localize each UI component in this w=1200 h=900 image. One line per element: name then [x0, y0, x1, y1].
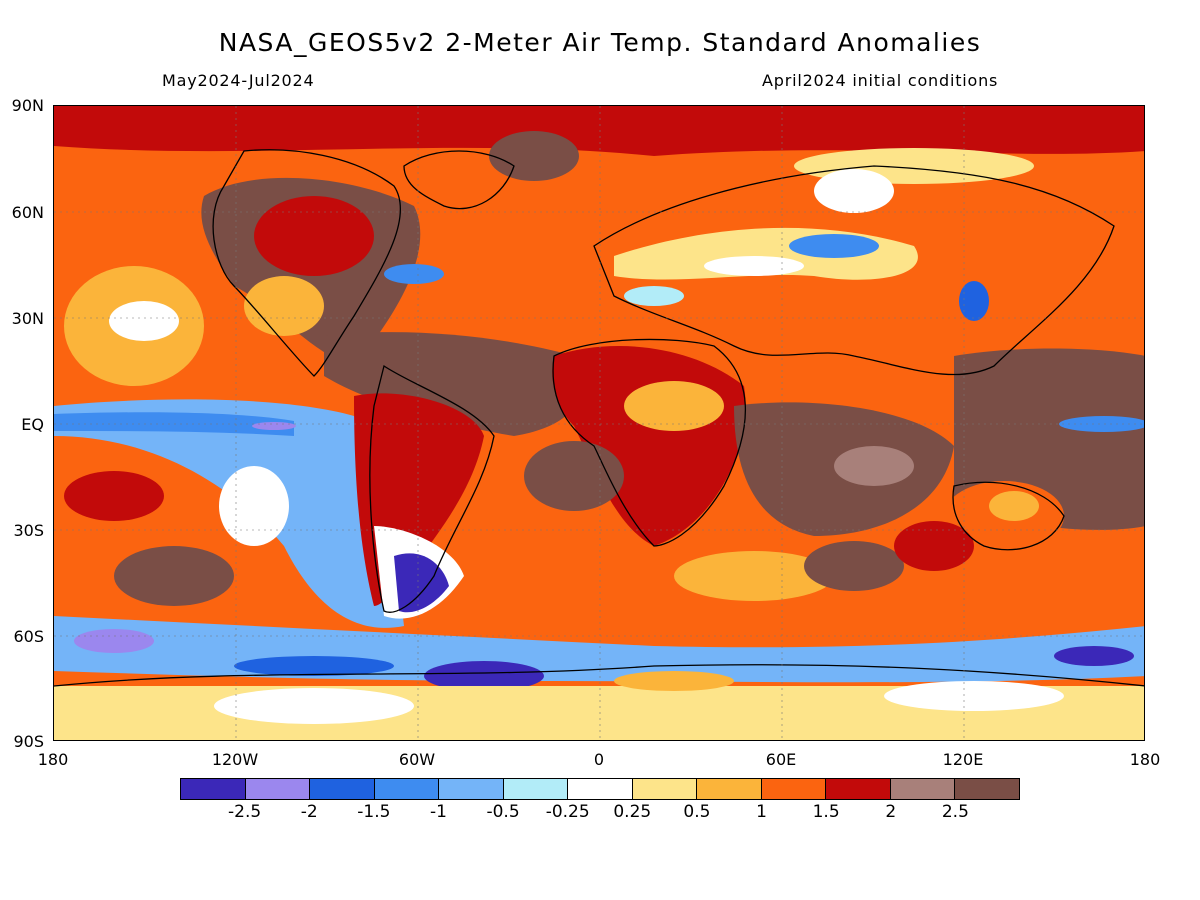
lon-label-180e: 180	[1129, 750, 1161, 769]
legend-swatch-11	[890, 779, 956, 799]
map-frame	[53, 105, 1145, 741]
legend-swatch-12	[955, 779, 1019, 799]
legend-label-0: -2.5	[228, 802, 262, 822]
legend-swatch-10	[826, 779, 891, 799]
lat-label-60n: 60N	[11, 203, 44, 222]
legend-swatch-0	[181, 779, 246, 799]
lon-label-120e: 120E	[942, 750, 984, 769]
legend-swatch-9	[761, 779, 827, 799]
legend-swatch-5	[503, 779, 569, 799]
coastlines	[54, 149, 1144, 687]
lat-label-90s: 90S	[13, 732, 44, 751]
legend-swatch-6	[568, 779, 633, 799]
lon-label-120w: 120W	[211, 750, 259, 769]
lat-label-60s: 60S	[13, 627, 44, 646]
graticule	[54, 106, 1144, 740]
legend-label-3: -1	[429, 802, 447, 822]
legend-swatch-8	[697, 779, 762, 799]
lat-label-30s: 30S	[13, 521, 44, 540]
legend-label-9: 1.5	[812, 802, 840, 822]
lon-label-0: 0	[593, 750, 605, 769]
legend-swatch-1	[245, 779, 311, 799]
legend-label-7: 0.5	[683, 802, 711, 822]
lat-label-30n: 30N	[11, 309, 44, 328]
lon-label-180w: 180	[37, 750, 69, 769]
legend-label-10: 2	[885, 802, 897, 822]
initial-conditions: April2024 initial conditions	[762, 71, 999, 90]
legend-label-11: 2.5	[941, 802, 969, 822]
lon-label-60e: 60E	[765, 750, 797, 769]
legend-label-8: 1	[756, 802, 767, 822]
lat-label-90n: 90N	[11, 96, 44, 115]
legend-swatch-7	[632, 779, 698, 799]
lon-label-60w: 60W	[398, 750, 436, 769]
legend-label-5: -0.25	[545, 802, 590, 822]
anomaly-fields	[54, 106, 1144, 740]
forecast-period: May2024-Jul2024	[162, 71, 315, 90]
anomaly-map	[54, 106, 1144, 740]
legend-label-6: 0.25	[613, 802, 652, 822]
legend-swatch-4	[439, 779, 504, 799]
chart-title: NASA_GEOS5v2 2-Meter Air Temp. Standard …	[218, 28, 982, 57]
legend-label-4: -0.5	[486, 802, 520, 822]
legend-swatch-2	[310, 779, 375, 799]
legend-label-1: -2	[300, 802, 318, 822]
color-legend-bar	[180, 778, 1020, 800]
legend-swatch-3	[374, 779, 440, 799]
legend-label-2: -1.5	[357, 802, 391, 822]
lat-label-eq: EQ	[21, 415, 44, 434]
